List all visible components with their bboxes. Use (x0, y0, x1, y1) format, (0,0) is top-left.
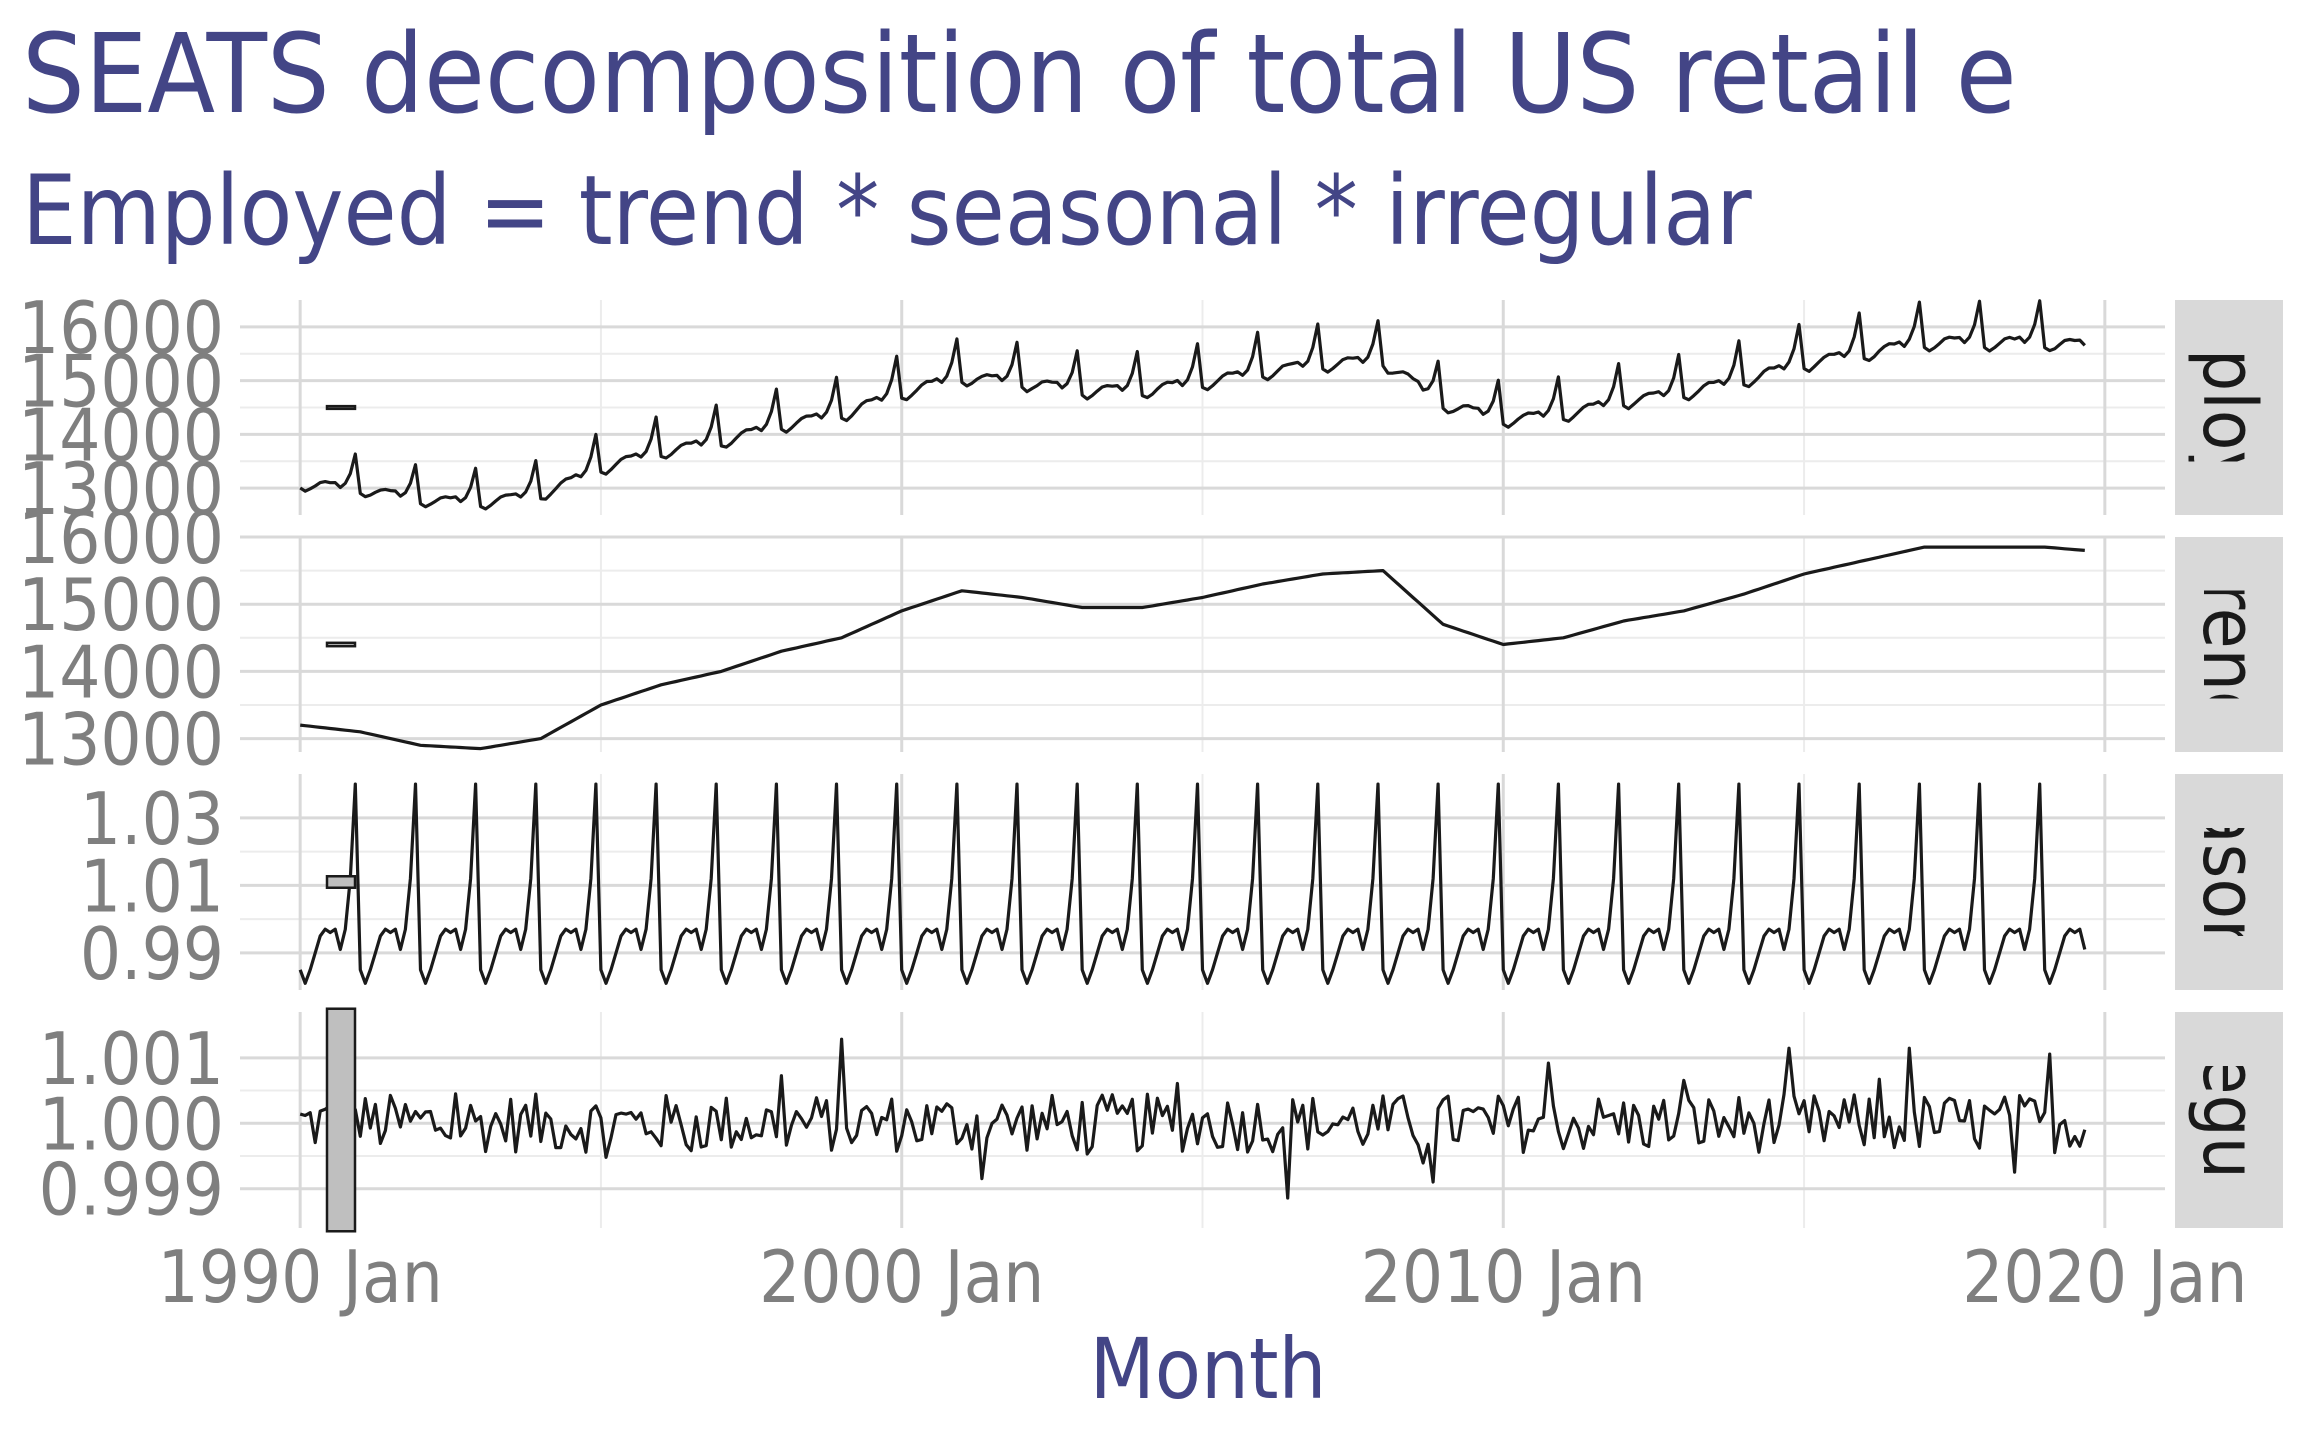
y-tick-label: 14000 (18, 393, 224, 477)
x-tick-label: 2020 Jan (1962, 1235, 2247, 1319)
y-tick-label: 13000 (18, 698, 224, 782)
y-tick-label: 1.001 (39, 1017, 224, 1101)
x-tick-label: 1990 Jan (158, 1235, 443, 1319)
chart-title: SEATS decomposition of total US retail e (22, 10, 2017, 138)
y-tick-label: 16000 (18, 496, 224, 580)
facet-strip-label: mploye (2186, 284, 2272, 531)
y-tick-label: 1.03 (80, 777, 224, 861)
facet-strip-label: rregula (2186, 1002, 2272, 1239)
series-line-1 (299, 299, 2086, 511)
scale-bar (325, 404, 357, 411)
y-tick-label: 1.01 (80, 844, 224, 928)
facet-strip-label: easona (2186, 762, 2272, 1002)
series-line-4 (299, 1037, 2087, 1200)
y-tick-label: 0.999 (39, 1148, 224, 1232)
y-tick-label: 15000 (18, 563, 224, 647)
facet-strip (2175, 537, 2283, 752)
x-axis: 1990 Jan 2000 Jan 2010 Jan 2020 Jan (158, 1235, 2248, 1319)
scale-bar (325, 1007, 357, 1233)
y-tick-label: 16000 (18, 286, 224, 370)
facet-strip-label: trend (2186, 556, 2272, 733)
facet-strip (2175, 1012, 2283, 1228)
y-tick-label: 0.99 (80, 912, 224, 996)
scale-bar (325, 641, 357, 648)
chart-subtitle: Employed = trend * seasonal * irregular (22, 155, 1752, 267)
scale-bar (325, 875, 357, 889)
facet-strip (2175, 774, 2283, 990)
x-axis-label: Month (1090, 1320, 1327, 1418)
x-tick-label: 2010 Jan (1361, 1235, 1646, 1319)
series-line-3 (298, 782, 2087, 985)
series-line-2 (300, 545, 2085, 751)
y-tick-label: 1.000 (39, 1082, 224, 1166)
y-tick-label: 13000 (18, 447, 224, 531)
y-tick-label: 15000 (18, 340, 224, 424)
facet-strip (2175, 300, 2283, 515)
x-tick-label: 2000 Jan (759, 1235, 1044, 1319)
panel-3: 0.991.011.03 easona (80, 762, 2283, 1002)
y-tick-label: 14000 (18, 630, 224, 714)
